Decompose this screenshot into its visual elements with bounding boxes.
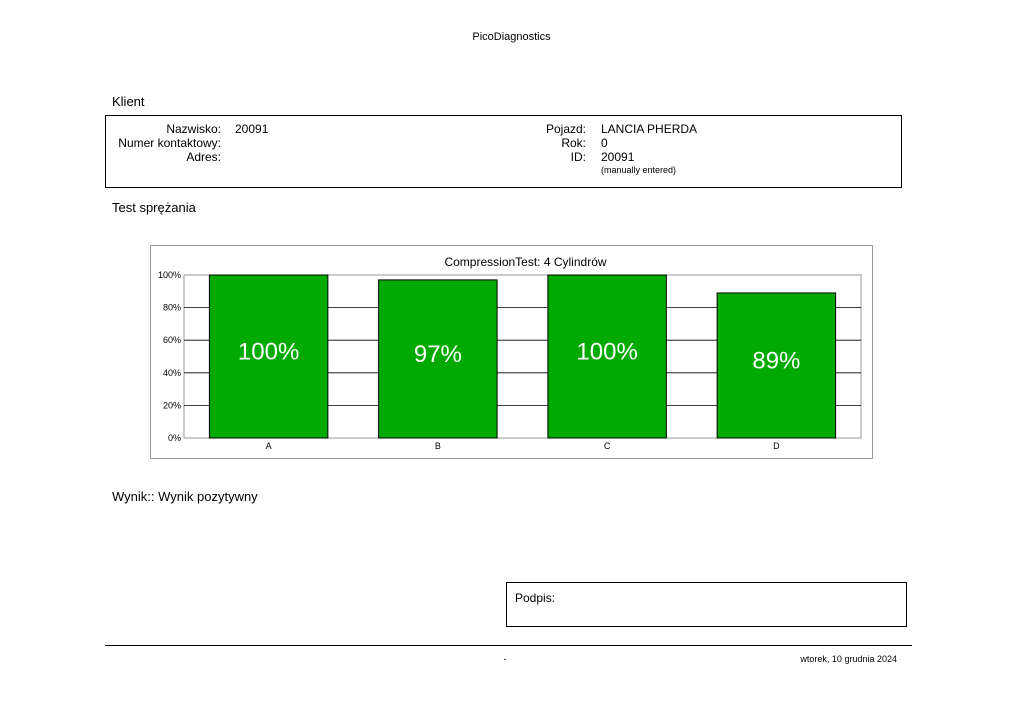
report-header-title: PicoDiagnostics: [472, 31, 551, 43]
client-section-heading: Klient: [112, 94, 145, 109]
footer-divider: [105, 645, 912, 646]
test-section-heading: Test sprężania: [112, 200, 196, 215]
chart-x-tick-label: B: [435, 441, 441, 451]
surname-value: 20091: [235, 122, 269, 136]
address-label: Adres:: [186, 150, 221, 164]
signature-box: Podpis:: [506, 582, 907, 627]
chart-bar: [716, 292, 837, 439]
chart-x-tick-label: C: [604, 441, 611, 451]
footer-center-text: -: [503, 654, 507, 664]
vehicle-label: Pojazd:: [545, 122, 586, 136]
chart-bar: [208, 274, 329, 439]
chart-x-tick-label: D: [773, 441, 780, 451]
chart-x-tick-label: A: [266, 441, 272, 451]
chart-bar-value-label: 97%: [414, 341, 462, 368]
chart-bar-value-label: 89%: [752, 347, 800, 374]
chart-bar-value-label: 100%: [576, 339, 637, 366]
compression-chart: CompressionTest: 4 Cylindrów 0% 20% 40% 60% 8…: [158, 255, 862, 451]
client-info-box: Nazwisko: 20091 Numer kontaktowy: Adres:…: [105, 115, 902, 188]
contact-number-label: Numer kontaktowy:: [118, 136, 221, 150]
surname-label: Nazwisko:: [166, 122, 221, 136]
chart-bar-value-label: 100%: [238, 339, 299, 366]
chart-y-tick-label: 60%: [163, 335, 181, 345]
chart-bar: [547, 274, 667, 439]
id-label: ID:: [570, 150, 586, 164]
chart-y-tick-label: 20%: [163, 400, 181, 410]
id-value: 20091: [601, 150, 635, 164]
chart-y-tick-label: 0%: [168, 433, 181, 443]
id-manual-entry-note: (manually entered): [601, 165, 677, 175]
chart-y-tick-label: 40%: [163, 368, 181, 378]
chart-y-tick-label: 100%: [158, 270, 181, 280]
signature-label: Podpis:: [515, 591, 556, 605]
chart-title: CompressionTest: 4 Cylindrów: [444, 255, 606, 269]
vehicle-value: LANCIA PHERDA: [601, 122, 698, 136]
footer-date: wtorek, 10 grudnia 2024: [800, 654, 897, 664]
chart-bar: [378, 279, 498, 439]
test-result-text: Wynik:: Wynik pozytywny: [112, 489, 258, 504]
chart-y-tick-label: 80%: [163, 303, 181, 313]
year-label: Rok:: [561, 136, 586, 150]
year-value: 0: [601, 136, 608, 150]
